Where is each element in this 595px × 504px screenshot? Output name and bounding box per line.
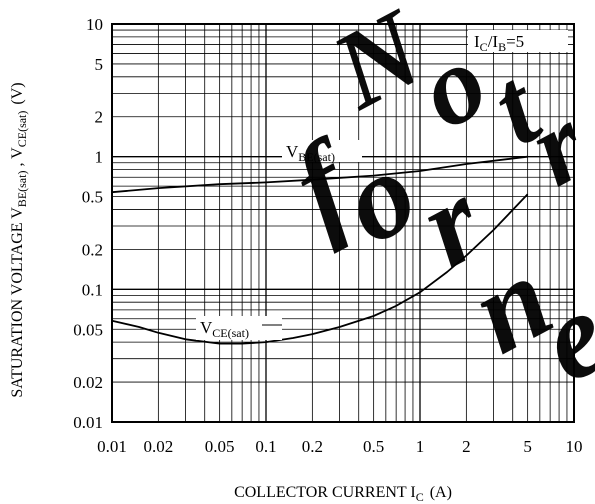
y-tick-labels: 0.01 0.02 0.05 0.1 0.2 0.5 1 2 5 10 bbox=[73, 15, 103, 432]
x-tick-label: 0.01 bbox=[97, 437, 127, 456]
x-tick-labels: 0.01 0.02 0.05 0.1 0.2 0.5 1 2 5 10 bbox=[97, 437, 582, 456]
condition-label: IC/IB=5 bbox=[474, 32, 524, 54]
y-tick-label: 2 bbox=[95, 108, 104, 127]
y-tick-label: 1 bbox=[95, 148, 104, 167]
y-tick-label: 0.2 bbox=[82, 240, 103, 259]
y-tick-label: 0.01 bbox=[73, 413, 103, 432]
curves bbox=[111, 155, 529, 345]
x-tick-label: 1 bbox=[416, 437, 425, 456]
x-tick-label: 10 bbox=[566, 437, 583, 456]
x-tick-label: 0.02 bbox=[143, 437, 173, 456]
vce-label-bg bbox=[196, 316, 282, 340]
y-tick-label: 10 bbox=[86, 15, 103, 34]
plot-frame bbox=[111, 23, 575, 423]
series-line-vce-sat bbox=[111, 193, 529, 345]
x-tick-label: 2 bbox=[462, 437, 471, 456]
condition-label-bg bbox=[468, 30, 568, 52]
x-tick-label: 0.2 bbox=[302, 437, 323, 456]
y-tick-label: 0.5 bbox=[82, 188, 103, 207]
y-tick-label: 0.02 bbox=[73, 373, 103, 392]
series-label-vbe: VBE(sat) bbox=[286, 142, 335, 164]
x-tick-label: 0.5 bbox=[363, 437, 384, 456]
y-axis-title: SATURATION VOLTAGE VBE(sat) , VCE(sat)(V… bbox=[9, 82, 29, 397]
grid bbox=[112, 24, 574, 422]
vbe-label-bg bbox=[282, 140, 362, 162]
x-tick-label: 0.1 bbox=[255, 437, 276, 456]
x-tick-label: 0.05 bbox=[205, 437, 235, 456]
x-tick-label: 5 bbox=[523, 437, 532, 456]
x-axis-title: COLLECTOR CURRENT IC (A) bbox=[234, 484, 452, 504]
y-tick-label: 0.1 bbox=[82, 280, 103, 299]
series-line-vbe-sat bbox=[111, 155, 528, 194]
series-label-vce: VCE(sat) bbox=[200, 318, 249, 340]
y-tick-label: 0.05 bbox=[73, 320, 103, 339]
y-tick-label: 5 bbox=[95, 55, 104, 74]
